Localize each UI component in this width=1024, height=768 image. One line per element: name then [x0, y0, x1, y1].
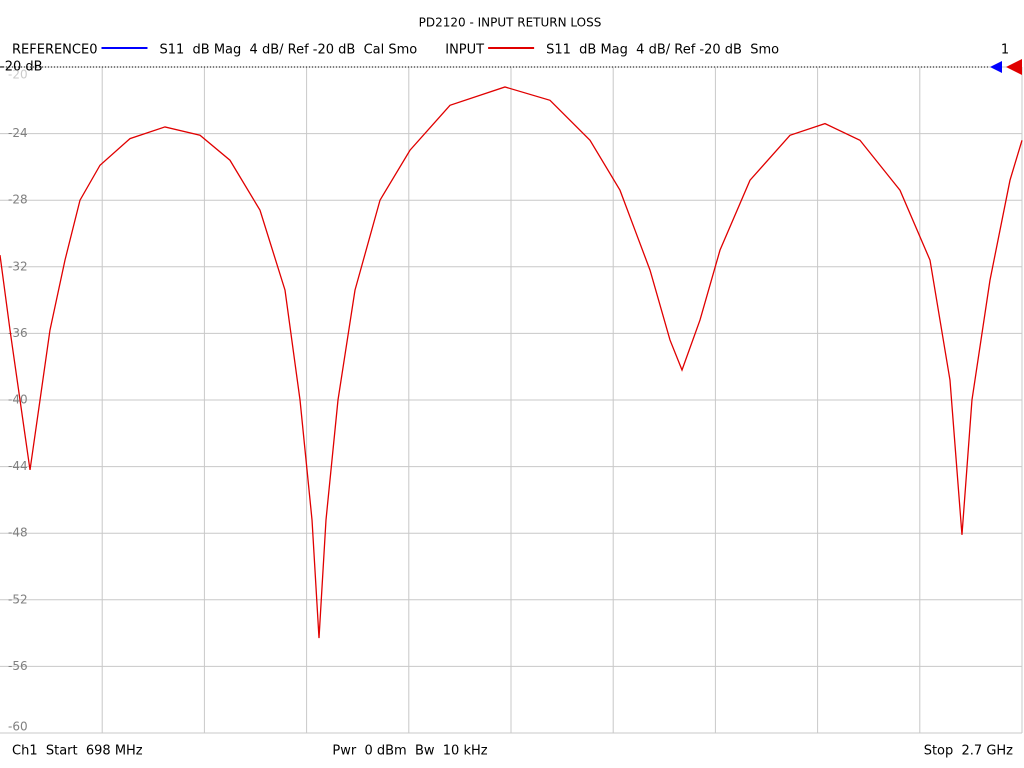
y-tick-label: -48: [8, 526, 28, 540]
y-tick-label: -32: [8, 259, 28, 273]
reference-arrow: [1006, 59, 1022, 75]
y-tick-label: -44: [8, 459, 28, 473]
trace: [0, 86, 1023, 639]
reference-label: -20 dB: [0, 60, 43, 75]
chart-title: PD2120 - INPUT RETURN LOSS: [419, 16, 602, 30]
legend-description: S11 dB Mag 4 dB/ Ref -20 dB Cal Smo: [159, 43, 417, 58]
footer-start: Ch1 Start 698 MHz: [12, 744, 143, 759]
y-tick-label: -28: [8, 193, 28, 207]
marker-label: 1: [1001, 43, 1009, 58]
y-tick-label: -60: [8, 720, 28, 734]
y-tick-label: -40: [8, 393, 28, 407]
y-tick-label: -24: [8, 126, 28, 140]
y-tick-label: -36: [8, 326, 28, 340]
footer-stop: Stop 2.7 GHz: [924, 744, 1013, 759]
y-tick-label: -20: [8, 68, 28, 82]
reference-arrow: [990, 61, 1002, 73]
vertical-grid: [0, 66, 1022, 734]
y-tick-label: -56: [8, 659, 28, 673]
legend-name: INPUT: [445, 43, 484, 58]
legend-name: REFERENCE0: [12, 43, 97, 58]
legend-description: S11 dB Mag 4 dB/ Ref -20 dB Smo: [546, 43, 779, 58]
y-tick-label: -52: [8, 592, 28, 606]
footer-power: Pwr 0 dBm Bw 10 kHz: [332, 744, 487, 759]
